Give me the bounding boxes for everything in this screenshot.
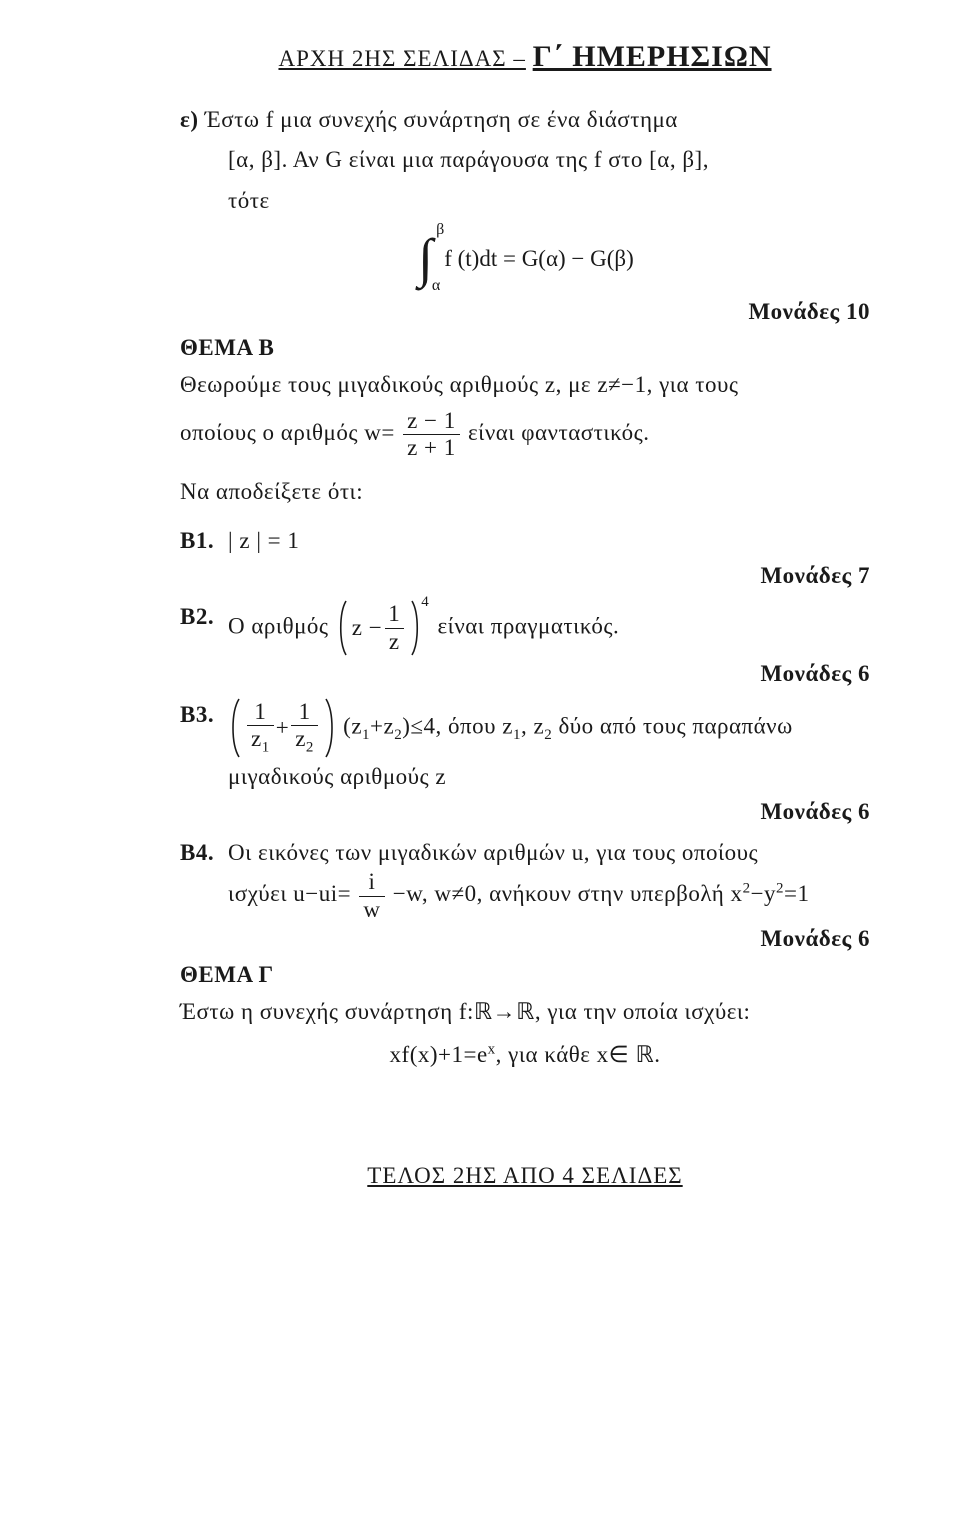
b1-tag: B1. [180,523,228,559]
b2-inside-left: z − [352,610,382,646]
left-paren-icon [335,599,349,657]
theme-g-center-p: x [488,1042,496,1058]
b2-tail: είναι πραγματικός. [437,613,619,638]
epsilon-integral: ∫ β α f (t)dt = G(α) − G(β) [180,227,870,291]
epsilon-line3: τότε [180,183,870,219]
b1-body: | z | = 1 [228,523,870,559]
b3-frac2-den: z2 [291,725,318,756]
b3-s3: 1 [513,727,521,743]
monades-6a: Μονάδες 6 [180,661,870,687]
b3-body: 1 z1 + 1 z2 (z1+z2)≤4, όπου z1, z2 δύο α… [228,697,870,795]
b3-mid1: +z [370,713,394,738]
b2-body: Ο αριθμός z − 1 z 4 είναι πραγματικός. [228,599,870,657]
theme-b-intro-2b: είναι φανταστικός. [468,419,650,444]
integral-upper: β [436,221,444,239]
integral-sign: ∫ β α [416,227,442,291]
b3-frac1-sub: 1 [262,740,270,756]
b2-tag: B2. [180,599,228,635]
b3-frac1-den-z: z [251,726,262,751]
b3-line2: μιγαδικούς αριθμούς z [228,764,446,789]
item-b4: B4. Οι εικόνες των μιγαδικών αριθμών u, … [180,835,870,922]
page: ΑΡΧΗ 2ΗΣ ΣΕΛΙΔΑΣ – Γ΄ ΗΜΕΡΗΣΙΩΝ ε) Έστω … [0,0,960,1516]
b4-body: Οι εικόνες των μιγαδικών αριθμών u, για … [228,835,870,922]
right-paren-icon [323,697,337,759]
b3-frac1-den: z1 [247,725,274,756]
b3-tail: δύο από τους παραπάνω [552,713,793,738]
b3-frac2: 1 z2 [291,700,318,756]
theme-b-frac: z − 1 z + 1 [403,409,460,460]
theme-g-center: xf(x)+1=ex, για κάθε x∈ ℝ. [180,1037,870,1073]
theme-b-intro-2: οποίους ο αριθμός w= z − 1 z + 1 είναι φ… [180,409,870,460]
header-right: Γ΄ ΗΜΕΡΗΣΙΩΝ [533,40,772,73]
b3-mid2: )≤4, όπου z [402,713,513,738]
b3-frac1: 1 z1 [247,700,274,756]
theme-g-center-a: xf(x)+1=e [390,1042,488,1067]
monades-6c: Μονάδες 6 [180,926,870,952]
page-footer: ΤΕΛΟΣ 2ΗΣ ΑΠΟ 4 ΣΕΛΙΔΕΣ [180,1163,870,1189]
b4-dashy: −y [751,881,776,906]
theme-b-prove: Να αποδείξετε ότι: [180,474,870,510]
page-header: ΑΡΧΗ 2ΗΣ ΣΕΛΙΔΑΣ – Γ΄ ΗΜΕΡΗΣΙΩΝ [180,40,870,74]
b3-tag: B3. [180,697,228,733]
b4-line2a: ισχύει u−ui= [228,881,351,906]
b4-frac-num: i [364,870,379,895]
b4-line2b: −w, w≠0, ανήκουν στην υπερβολή x [393,881,743,906]
b4-frac-den: w [359,896,384,922]
item-b3: B3. 1 z1 + 1 z2 [180,697,870,795]
header-left: ΑΡΧΗ 2ΗΣ ΣΕΛΙΔΑΣ – [278,46,525,71]
b3-frac2-num: 1 [295,700,315,725]
integral-body: f (t)dt = G(α) − G(β) [444,246,634,272]
epsilon-line1: ε) Έστω f μια συνεχής συνάρτηση σε ένα δ… [180,102,870,138]
item-b1: B1. | z | = 1 [180,523,870,559]
b3-after: (z [343,713,362,738]
b2-inside-frac: 1 z [384,602,404,653]
b3-plus: + [276,710,289,746]
epsilon-tag: ε) [180,107,199,132]
b3-frac1-num: 1 [250,700,270,725]
b4-p2b: 2 [776,881,784,897]
b2-frac-num: 1 [384,602,404,627]
b2-paren: z − 1 z [335,599,423,657]
theme-g-title: ΘΕΜΑ Γ [180,962,870,988]
frac-den: z + 1 [403,434,460,460]
monades-6b: Μονάδες 6 [180,799,870,825]
theme-g-center-b: , για κάθε x∈ ℝ. [496,1042,661,1067]
monades-10: Μονάδες 10 [180,299,870,325]
theme-b-intro-2a: οποίους ο αριθμός w= [180,419,395,444]
b3-s1: 1 [362,727,370,743]
epsilon-line2: [α, β]. Αν G είναι μια παράγουσα της f σ… [180,142,870,178]
epsilon-text-1: Έστω f μια συνεχής συνάρτηση σε ένα διάσ… [205,107,678,132]
item-epsilon: ε) Έστω f μια συνεχής συνάρτηση σε ένα δ… [180,102,870,291]
b3-s4: 2 [544,727,552,743]
b2-frac-den: z [385,628,404,654]
theme-g-line: Έστω η συνεχής συνάρτηση f:ℝ→ℝ, για την … [180,994,870,1030]
b3-frac2-den-z: z [295,726,306,751]
b2-power: 4 [421,594,429,610]
b4-frac: i w [359,870,384,921]
theme-b-intro-1: Θεωρούμε τους μιγαδικούς αριθμούς z, με … [180,367,870,403]
b4-line1: Οι εικόνες των μιγαδικών αριθμών u, για … [228,840,758,865]
left-paren-icon [228,697,242,759]
b3-paren: 1 z1 + 1 z2 [228,697,337,759]
b4-p2a: 2 [743,881,751,897]
b2-lead: Ο αριθμός [228,613,335,638]
b3-mid3: , z [521,713,544,738]
theme-b-title: ΘΕΜΑ Β [180,335,870,361]
b4-tag: B4. [180,835,228,871]
item-b2: B2. Ο αριθμός z − 1 z 4 είναι πραγμα [180,599,870,657]
frac-num: z − 1 [403,409,460,434]
monades-7: Μονάδες 7 [180,563,870,589]
b3-frac2-sub: 2 [306,740,314,756]
b4-eq1: =1 [784,881,809,906]
integral-lower: α [432,277,440,295]
